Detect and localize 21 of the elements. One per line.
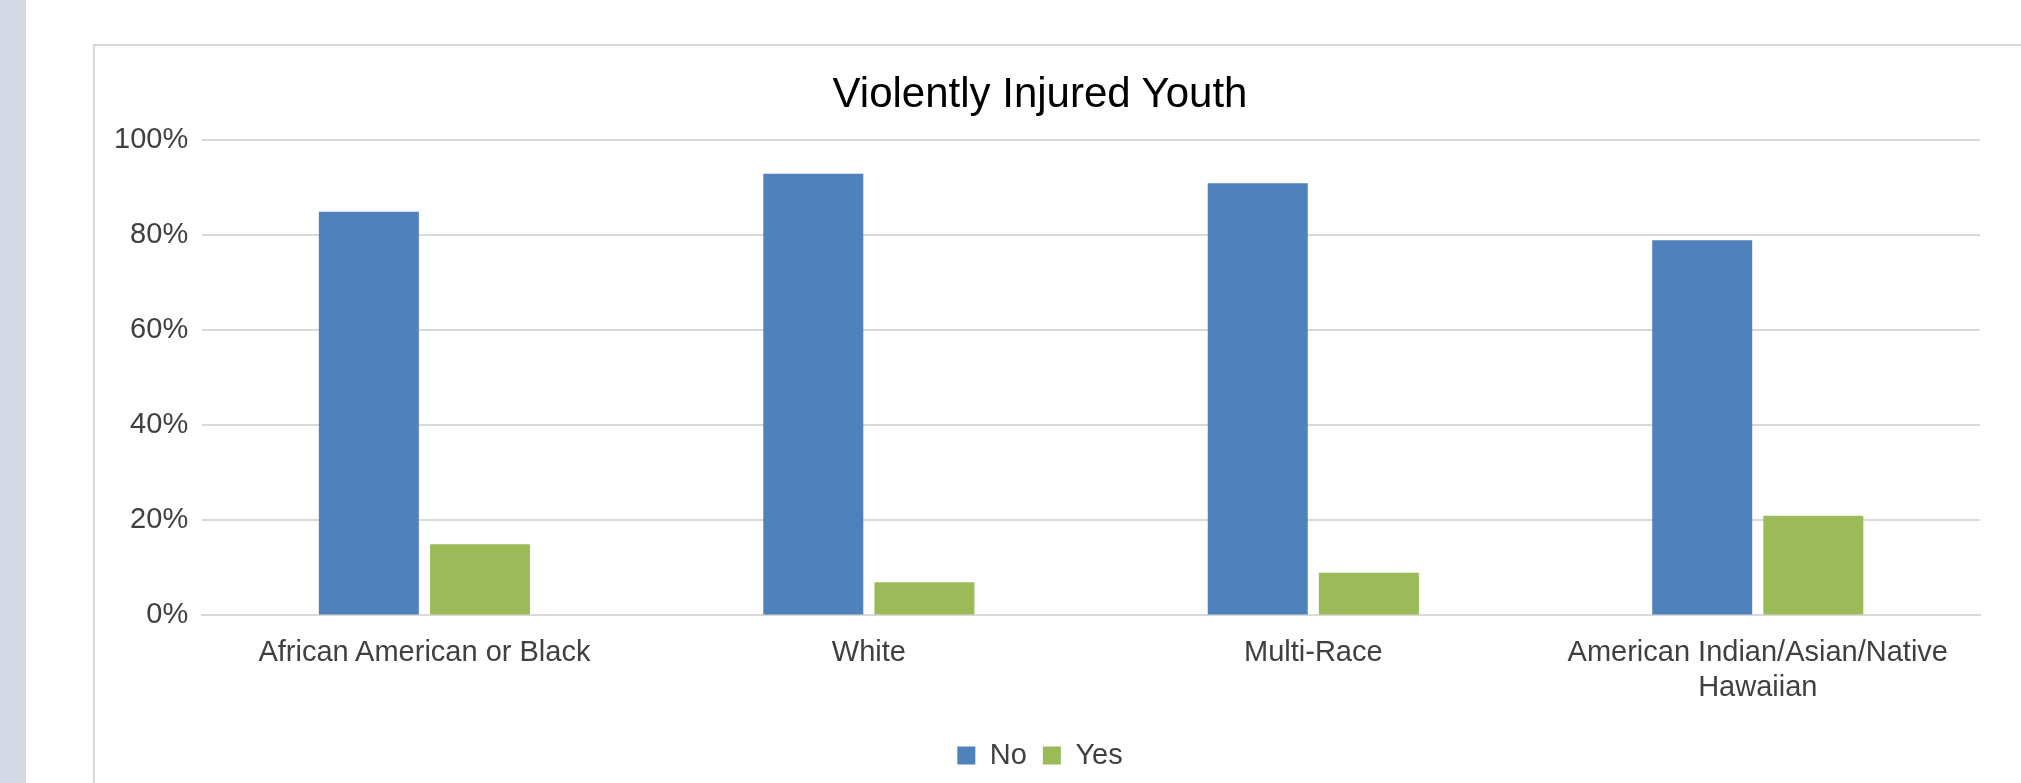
legend-label: Yes [1075, 737, 1123, 770]
bar [318, 211, 419, 615]
bar [1207, 183, 1308, 615]
x-tick-label: American Indian/Asian/Native Hawaiian [1567, 634, 1948, 702]
y-tick-label: 0% [146, 597, 189, 630]
y-tick-label: 100% [114, 122, 189, 155]
bar [1763, 515, 1864, 615]
x-tick-label: White [831, 634, 906, 667]
y-tick-label: 80% [130, 217, 189, 250]
chart-title: Violently Injured Youth [832, 68, 1248, 116]
bar [874, 582, 975, 615]
bar [763, 173, 864, 615]
bar [1652, 240, 1753, 615]
x-tick-label: Multi-Race [1244, 634, 1383, 667]
bar [429, 544, 530, 615]
y-tick-label: 60% [130, 312, 189, 345]
legend-label: No [989, 737, 1027, 770]
bar [1318, 572, 1419, 615]
y-tick-label: 40% [130, 407, 189, 440]
y-tick-label: 20% [130, 502, 189, 535]
x-tick-label: African American or Black [258, 634, 591, 667]
